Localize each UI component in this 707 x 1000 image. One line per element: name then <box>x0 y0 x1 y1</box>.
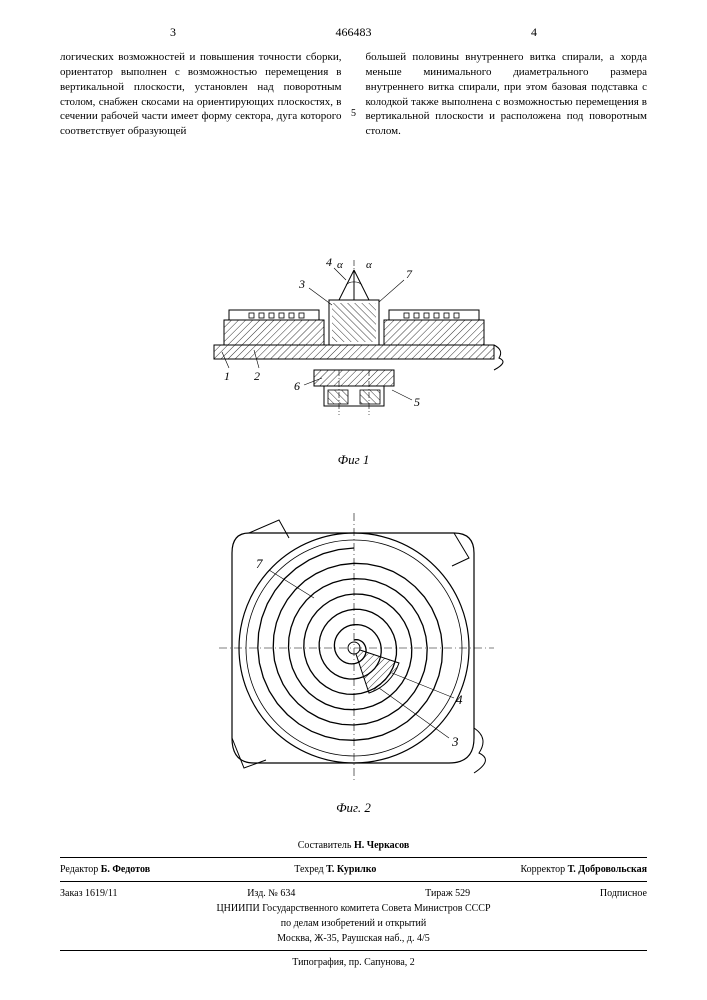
org-address: Москва, Ж-35, Раушская наб., д. 4/5 <box>60 931 647 946</box>
line-marker-5: 5 <box>351 108 356 119</box>
fig1-label-1: 1 <box>224 369 230 383</box>
techred-name: Т. Курилко <box>326 864 376 875</box>
compiler-label: Составитель <box>298 840 352 851</box>
techred-label: Техред <box>294 864 323 875</box>
figures-block: 1 2 3 4 5 6 7 α α Фиг 1 <box>0 250 707 816</box>
fig1-label-7: 7 <box>406 267 413 281</box>
footer: Составитель Н. Черкасов Редактор Б. Федо… <box>60 838 647 970</box>
fig1-label-5: 5 <box>414 395 420 409</box>
corrector-name: Т. Добровольская <box>568 864 647 875</box>
editor-name: Б. Федотов <box>101 864 150 875</box>
izd-number: Изд. № 634 <box>247 888 295 899</box>
fig1-alpha-left: α <box>337 259 343 271</box>
right-column: большей половины внутреннего витка спира… <box>366 50 648 139</box>
corrector-label: Корректор <box>521 864 566 875</box>
org-line-2: по делам изобретений и открытий <box>60 916 647 931</box>
fig1-label-3: 3 <box>298 277 305 291</box>
figure-2: 7 4 3 <box>194 488 514 798</box>
fig2-caption: Фиг. 2 <box>0 800 707 816</box>
typography: Типография, пр. Сапунова, 2 <box>60 955 647 970</box>
fig2-label-3: 3 <box>451 734 459 749</box>
compiler-name: Н. Черкасов <box>354 840 409 851</box>
left-column: логических возможностей и повышения точн… <box>60 50 342 139</box>
fig1-caption: Фиг 1 <box>0 452 707 468</box>
order-number: Заказ 1619/11 <box>60 888 117 899</box>
patent-number: 466483 <box>0 25 707 40</box>
org-line-1: ЦНИИПИ Государственного комитета Совета … <box>60 901 647 916</box>
page-number-right: 4 <box>531 25 537 40</box>
fig1-alpha-right: α <box>366 259 372 271</box>
body-text: логических возможностей и повышения точн… <box>60 50 647 139</box>
editor-label: Редактор <box>60 864 98 875</box>
fig1-label-6: 6 <box>294 379 300 393</box>
sign: Подписное <box>600 888 647 899</box>
fig2-label-7: 7 <box>256 556 263 571</box>
fig1-label-2: 2 <box>254 369 260 383</box>
figure-1: 1 2 3 4 5 6 7 α α <box>174 250 534 450</box>
fig1-label-4: 4 <box>326 255 332 269</box>
fig2-label-4: 4 <box>456 692 463 707</box>
tirazh: Тираж 529 <box>425 888 470 899</box>
